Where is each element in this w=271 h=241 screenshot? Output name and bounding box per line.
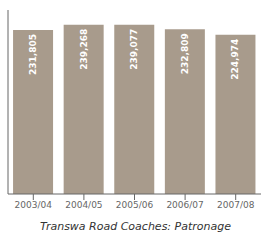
- svg-text:232,809: 232,809: [180, 33, 190, 74]
- html-text:Transwa Road Coaches: Patronag: Transwa Road Coaches: Patronage: [40, 220, 231, 233]
- svg-text:2006/07: 2006/07: [166, 200, 203, 210]
- svg-text:224,974: 224,974: [230, 39, 240, 80]
- svg-text:239,268: 239,268: [79, 29, 89, 70]
- svg-text:239,077: 239,077: [129, 29, 139, 70]
- svg-text:231,805: 231,805: [28, 34, 38, 75]
- svg-text:2005/06: 2005/06: [116, 200, 154, 210]
- svg-text:2003/04: 2003/04: [15, 200, 53, 210]
- svg-text:2007/08: 2007/08: [217, 200, 255, 210]
- svg-text:2004/05: 2004/05: [65, 200, 102, 210]
